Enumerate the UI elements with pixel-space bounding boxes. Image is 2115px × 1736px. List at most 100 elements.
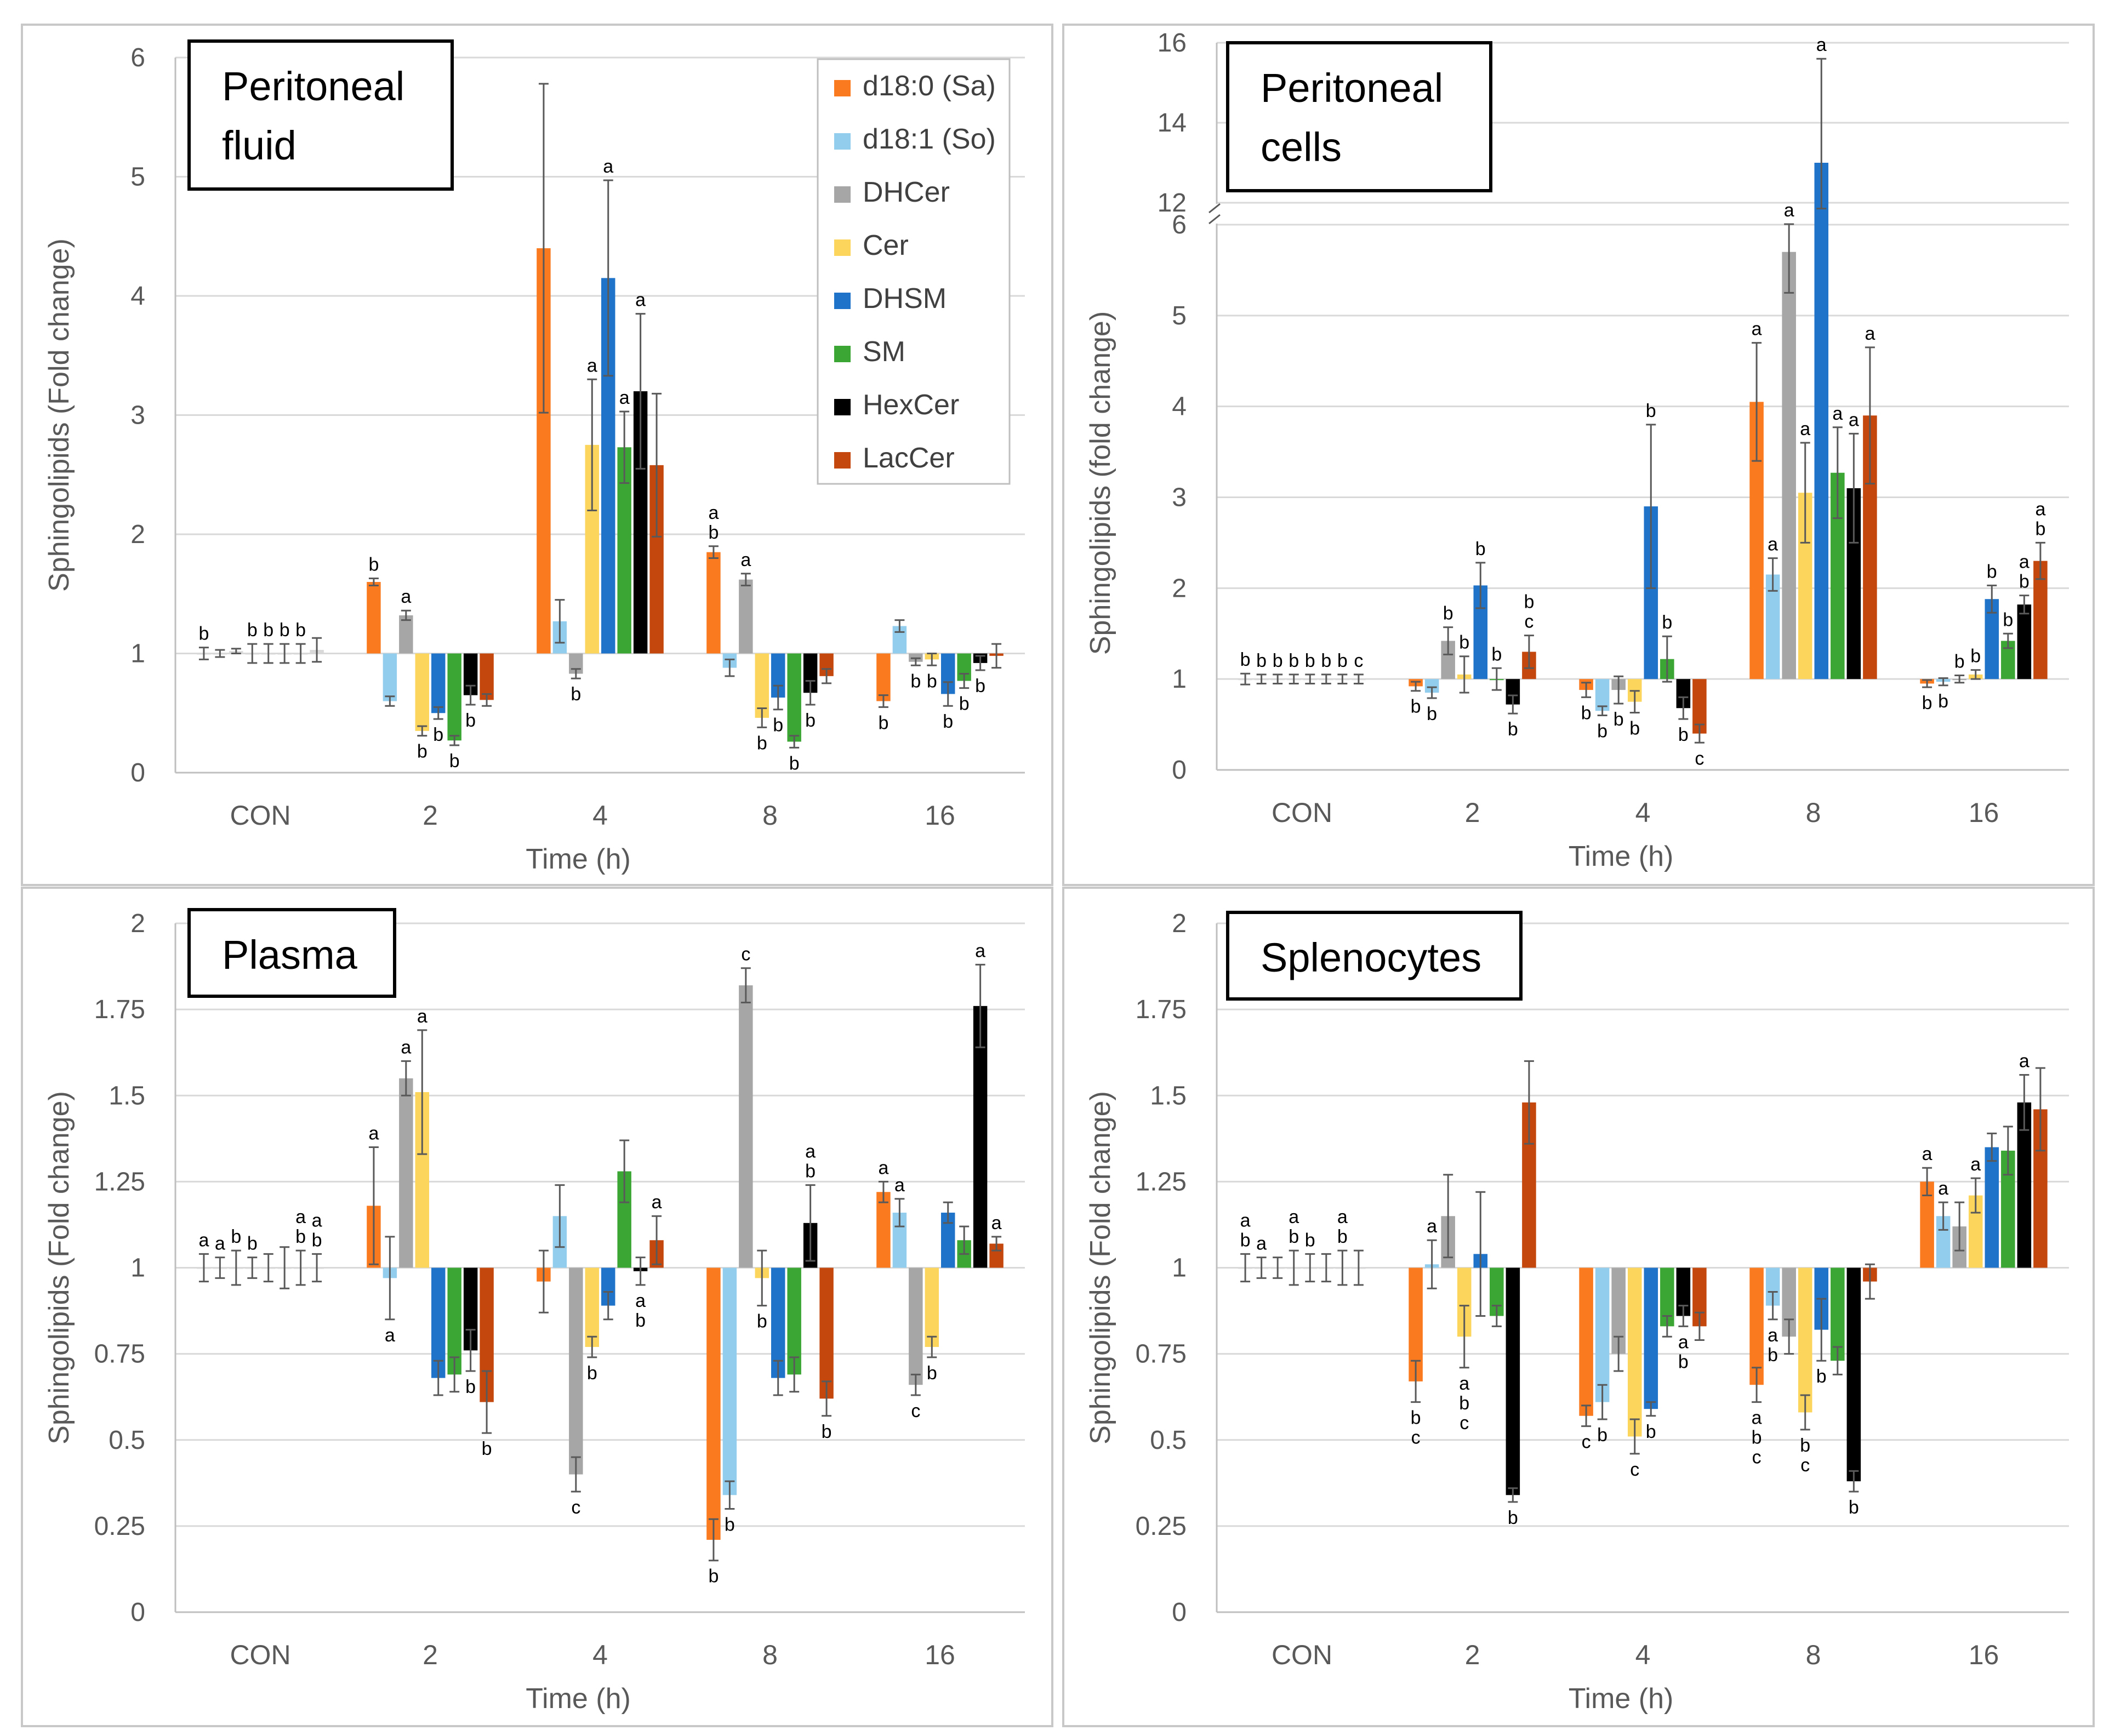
x-tick-label: 2 bbox=[1465, 797, 1480, 828]
significance-letter: a bbox=[740, 550, 751, 570]
significance-letter: b bbox=[465, 710, 476, 731]
significance-letter: a bbox=[1678, 1332, 1689, 1352]
y-tick-label: 6 bbox=[130, 43, 145, 72]
bar bbox=[706, 552, 721, 654]
y-tick-label: 1.25 bbox=[1136, 1167, 1187, 1196]
significance-letter: a bbox=[1427, 1216, 1437, 1237]
significance-letter: b bbox=[1289, 650, 1299, 671]
significance-letter: b bbox=[1678, 1351, 1689, 1372]
significance-letter: a bbox=[1289, 1207, 1299, 1227]
y-tick-label: 0 bbox=[1172, 1598, 1187, 1627]
bar bbox=[585, 1267, 599, 1347]
significance-letter: b bbox=[1752, 1427, 1762, 1448]
panel-title-box bbox=[187, 908, 396, 998]
significance-letter: b bbox=[943, 711, 953, 732]
significance-letter: b bbox=[433, 724, 443, 745]
y-tick-label: 1.5 bbox=[1150, 1081, 1187, 1110]
bar bbox=[1798, 1267, 1812, 1413]
significance-letter: b bbox=[1321, 650, 1331, 671]
bar bbox=[399, 615, 413, 654]
significance-letter: b bbox=[1240, 1230, 1251, 1250]
y-tick-label: 1 bbox=[130, 639, 145, 669]
x-tick-label: 16 bbox=[925, 1640, 955, 1670]
significance-letter: b bbox=[247, 620, 258, 641]
significance-letter: a bbox=[1768, 1325, 1778, 1346]
significance-letter: b bbox=[1678, 724, 1689, 745]
significance-letter: a bbox=[368, 1123, 379, 1144]
significance-letter: a bbox=[894, 1175, 905, 1196]
bar bbox=[771, 1267, 785, 1378]
significance-letter: a bbox=[2035, 499, 2045, 519]
significance-letter: b bbox=[1816, 1366, 1827, 1387]
significance-letter: b bbox=[1970, 646, 1981, 667]
x-tick-label: 16 bbox=[1969, 1640, 1999, 1670]
x-axis-title: Time (h) bbox=[526, 843, 631, 875]
legend-swatch bbox=[834, 133, 851, 150]
significance-letter: a bbox=[1922, 1144, 1932, 1164]
x-tick-label: 4 bbox=[1635, 1640, 1651, 1670]
bar bbox=[1627, 1267, 1642, 1437]
x-tick-label: 4 bbox=[592, 800, 608, 831]
bar bbox=[1579, 1267, 1593, 1416]
significance-letter: c bbox=[1411, 1427, 1421, 1448]
significance-letter: b bbox=[1597, 1425, 1607, 1446]
x-tick-label: 16 bbox=[925, 800, 955, 831]
bar bbox=[1644, 1267, 1658, 1409]
y-tick-label: 2 bbox=[1172, 909, 1187, 938]
significance-letter: b bbox=[1273, 650, 1283, 671]
bar bbox=[909, 1267, 923, 1385]
x-axis-title: Time (h) bbox=[1569, 1683, 1674, 1715]
bar bbox=[415, 653, 429, 731]
y-tick-label: 0 bbox=[130, 758, 145, 787]
y-tick-label: 2 bbox=[1172, 574, 1187, 603]
significance-letter: a bbox=[1816, 35, 1827, 55]
x-tick-label: CON bbox=[1272, 1640, 1332, 1670]
significance-letter: a bbox=[603, 156, 613, 177]
y-tick-label: 12 bbox=[1158, 189, 1187, 218]
significance-letter: b bbox=[1459, 632, 1469, 653]
y-tick-label: 0 bbox=[1172, 756, 1187, 785]
x-tick-label: 4 bbox=[592, 1640, 608, 1670]
bar bbox=[925, 1267, 939, 1347]
significance-letter: a bbox=[2019, 552, 2030, 573]
y-axis-title: Sphingolipids (Fold change) bbox=[43, 1091, 75, 1444]
y-axis-title: Sphingolipids (fold change) bbox=[1085, 311, 1116, 655]
significance-letter: b bbox=[571, 684, 581, 705]
y-tick-label: 5 bbox=[1172, 301, 1187, 330]
y-tick-label: 1.5 bbox=[109, 1081, 145, 1110]
significance-letter: b bbox=[1256, 650, 1267, 671]
legend-swatch bbox=[834, 346, 851, 362]
significance-letter: a bbox=[1256, 1234, 1267, 1254]
significance-letter: b bbox=[1629, 718, 1640, 739]
significance-letter: b bbox=[312, 1230, 322, 1250]
bar bbox=[1985, 1147, 1999, 1268]
significance-letter: b bbox=[2035, 518, 2045, 539]
y-tick-label: 0.25 bbox=[1136, 1512, 1187, 1541]
significance-letter: b bbox=[2003, 609, 2013, 630]
significance-letter: b bbox=[231, 1226, 241, 1247]
y-tick-label: 3 bbox=[130, 401, 145, 430]
significance-letter: b bbox=[1508, 719, 1518, 740]
significance-letter: a bbox=[1784, 200, 1794, 221]
significance-letter: b bbox=[757, 733, 767, 753]
significance-letter: c bbox=[1800, 1455, 1810, 1476]
significance-letter: a bbox=[635, 290, 646, 311]
y-tick-label: 1 bbox=[130, 1254, 145, 1283]
x-tick-label: 2 bbox=[1465, 1640, 1480, 1670]
y-axis-title: Sphingolipids (Fold change) bbox=[1085, 1091, 1116, 1444]
significance-letter: b bbox=[708, 522, 719, 543]
legend-swatch bbox=[834, 239, 851, 256]
significance-letter: b bbox=[1337, 650, 1348, 671]
legend-label: d18:0 (Sa) bbox=[863, 70, 996, 102]
significance-letter: b bbox=[927, 671, 937, 692]
significance-letter: a bbox=[417, 1006, 427, 1027]
significance-letter: b bbox=[280, 620, 290, 641]
significance-letter: b bbox=[482, 1438, 492, 1459]
y-tick-label: 0.5 bbox=[1150, 1426, 1187, 1455]
x-tick-label: CON bbox=[230, 1640, 290, 1670]
bar bbox=[480, 653, 494, 700]
significance-letter: b bbox=[1614, 709, 1624, 730]
y-tick-label: 6 bbox=[1172, 210, 1187, 239]
